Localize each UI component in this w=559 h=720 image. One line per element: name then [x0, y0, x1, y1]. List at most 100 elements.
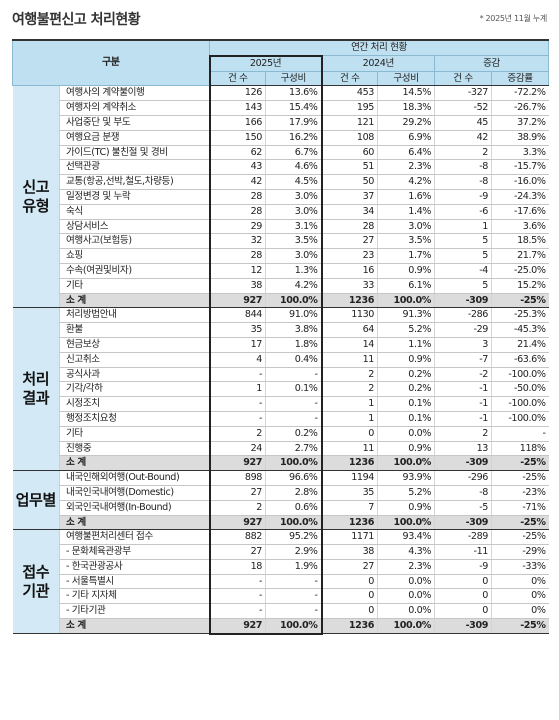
change-rate: -15.7%	[491, 159, 549, 176]
row-label: - 문화체육관광부	[58, 544, 210, 560]
ratio-2025: 2.9%	[265, 544, 323, 560]
period-note: * 2025년 11월 누계	[479, 14, 548, 23]
count-2024: 51	[321, 159, 378, 176]
count-2025: 12	[208, 263, 266, 279]
count-2025: -	[208, 574, 266, 590]
change-rate: -25.3%	[491, 307, 549, 324]
change-rate: -50.0%	[491, 381, 549, 398]
row-label: 가이드(TC) 불친절 및 경비	[58, 145, 210, 161]
change-rate: -29%	[491, 544, 549, 560]
table-row: 선택관광 43 4.6% 51 2.3% -8 -15.7%	[13, 159, 549, 176]
ratio-2025: 3.0%	[265, 189, 323, 205]
ratio-2024: 0.1%	[377, 411, 435, 427]
count-2025: 27	[208, 485, 266, 501]
table-row: 처리 결과 처리방법안내 844 91.0% 1130 91.3% -286 -25.3%	[12, 307, 549, 472]
change-rate: -25%	[491, 470, 549, 486]
table-row: - 기타 지자체 - -0 0.0% 0 0%	[13, 588, 549, 605]
ratio-2025: 16.2%	[265, 130, 323, 146]
change-count: -29	[434, 322, 492, 338]
header-2025-ratio: 구성비	[265, 70, 323, 87]
header-gubun: 구분	[11, 39, 211, 87]
ratio-2024: 2.3%	[377, 559, 435, 575]
ratio-2024: 4.2%	[377, 174, 435, 190]
ratio-2024: 0.2%	[377, 381, 435, 398]
count-2025: 4	[208, 352, 266, 368]
row-label: 쇼핑	[58, 248, 210, 264]
count-2024: 23	[321, 248, 378, 264]
ratio-2024: 3.5%	[377, 233, 435, 250]
change-rate: 3.3%	[491, 145, 549, 161]
ratio-2025: -	[265, 396, 323, 412]
row-label: 일정변경 및 누락	[58, 189, 210, 205]
header-2024-ratio: 구성비	[377, 70, 436, 87]
row-label: 기타	[58, 426, 210, 442]
count-2024: 7	[321, 500, 378, 516]
table-row: 쇼핑 28 3.0% 23 1.7% 5 21.7%	[13, 248, 549, 264]
table-row: - 서울특별시 - -0 0.0% 0 0%	[13, 574, 549, 590]
ratio-2025: -	[265, 411, 323, 427]
table-row: - 기타기관 - -0 0.0% 0 0%	[13, 603, 549, 620]
change-count: -327	[434, 85, 492, 102]
count-2025: -	[208, 588, 266, 605]
count-2024: 1	[321, 411, 378, 427]
table-row: 일정변경 및 누락 28 3.0% 37 1.6% -9 -24.3%	[13, 189, 549, 205]
change-rate: -23%	[491, 485, 549, 501]
change-count: 45	[434, 115, 492, 131]
change-rate: -26.7%	[491, 100, 549, 116]
row-label: 여행사의 계약불이행	[58, 85, 210, 102]
count-2024: 2	[321, 381, 378, 398]
row-label: 교통(항공,선박,철도,차량등)	[58, 174, 210, 190]
ratio-2025: 6.7%	[265, 145, 323, 161]
row-label: 내국인해외여행(Out-Bound)	[58, 470, 210, 486]
change-rate: 21.7%	[491, 248, 549, 264]
count-2024: 35	[321, 485, 378, 501]
change-rate: 18.5%	[491, 233, 549, 250]
table-row: 교통(항공,선박,철도,차량등) 42 4.5% 50 4.2% -8 -16.0%	[13, 174, 549, 190]
header-2025-count: 건 수	[208, 70, 267, 87]
table-row: 환불 35 3.8% 64 5.2% -29 -45.3%	[13, 322, 549, 338]
row-label: 소 계	[58, 618, 210, 635]
ratio-2024: 93.4%	[377, 529, 435, 546]
count-2024: 16	[321, 263, 378, 279]
change-rate: 15.2%	[491, 278, 549, 294]
change-rate: -24.3%	[491, 189, 549, 205]
change-count: -286	[434, 307, 492, 324]
row-label: - 기타 지자체	[58, 588, 210, 605]
ratio-2024: 0.9%	[377, 352, 435, 368]
change-count: -1	[434, 396, 492, 412]
row-label: 신고취소	[58, 352, 210, 368]
ratio-2025: 0.1%	[265, 381, 323, 398]
ratio-2025: 91.0%	[265, 307, 323, 324]
section-category: 업무별	[12, 470, 60, 531]
row-label: 진행중	[58, 441, 210, 457]
count-2025: 1	[208, 381, 266, 398]
count-2024: 11	[321, 352, 378, 368]
count-2024: 1171	[321, 529, 378, 546]
table-row: 내국인국내여행(Domestic) 27 2.8% 35 5.2% -8 -23%	[13, 485, 549, 501]
change-rate: -25%	[491, 618, 549, 635]
ratio-2025: 0.6%	[265, 500, 323, 516]
ratio-2024: 1.1%	[377, 337, 435, 353]
table-row: 여행요금 분쟁 150 16.2% 108 6.9% 42 38.9%	[13, 130, 549, 146]
change-rate: -100.0%	[491, 411, 549, 427]
change-count: 5	[434, 233, 492, 250]
change-count: 2	[434, 426, 492, 442]
row-label: 내국인국내여행(Domestic)	[58, 485, 210, 501]
ratio-2024: 1.6%	[377, 189, 435, 205]
row-label: 기각/각하	[58, 381, 210, 398]
count-2024: 60	[321, 145, 378, 161]
change-count: -2	[434, 367, 492, 383]
table-row: 시정조치 - -1 0.1% -1 -100.0%	[13, 396, 549, 412]
ratio-2024: 14.5%	[377, 85, 435, 102]
row-label: 환불	[58, 322, 210, 338]
change-rate: 118%	[491, 441, 549, 457]
row-label: 여행요금 분쟁	[58, 130, 210, 146]
table-row: 여행자의 계약취소 143 15.4% 195 18.3% -52 -26.7%	[13, 100, 549, 116]
row-label: 여행불편처리센터 접수	[58, 529, 210, 546]
ratio-2024: 0.0%	[377, 588, 435, 605]
row-label: 외국인국내여행(In-Bound)	[58, 500, 210, 516]
row-label: 소 계	[58, 515, 210, 531]
table-row: 숙식 28 3.0% 34 1.4% -6 -17.6%	[13, 204, 549, 220]
change-rate: 38.9%	[491, 130, 549, 146]
ratio-2025: 100.0%	[265, 515, 323, 531]
